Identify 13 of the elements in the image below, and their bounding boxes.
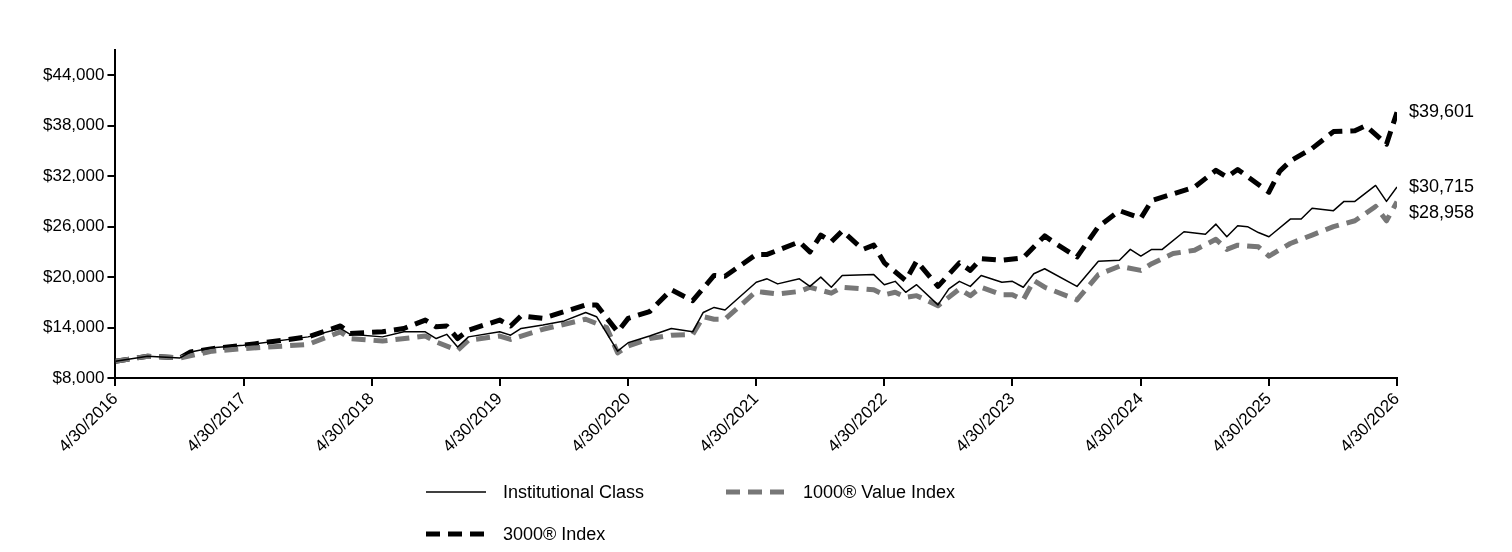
y-tick-label: $14,000 xyxy=(43,317,105,337)
legend-label: Institutional Class xyxy=(503,481,645,503)
y-tick-label: $20,000 xyxy=(43,266,105,286)
y-tick-label: $32,000 xyxy=(43,165,105,185)
y-tick-label: $38,000 xyxy=(43,115,105,135)
legend-label: 3000® Index xyxy=(503,523,606,545)
annotation: $30,715 xyxy=(1409,175,1475,196)
annotation: $39,601 xyxy=(1409,101,1475,122)
y-tick-label: $26,000 xyxy=(43,216,105,236)
annotation: $28,958 xyxy=(1409,201,1475,222)
y-tick-label: $44,000 xyxy=(43,64,105,84)
legend-label: 1000® Value Index xyxy=(803,481,956,503)
y-tick-label: $8,000 xyxy=(52,367,105,387)
